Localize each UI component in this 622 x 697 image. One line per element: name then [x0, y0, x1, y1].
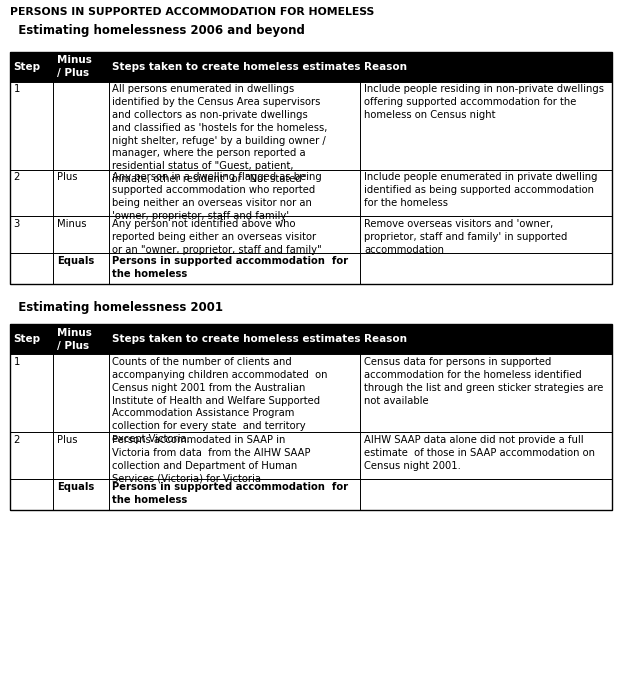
Bar	[10, 217, 612, 253]
Text: Census data for persons in supported
accommodation for the homeless identified
t: Census data for persons in supported acc…	[364, 357, 603, 406]
Text: Include people enumerated in private dwelling
identified as being supported acco: Include people enumerated in private dwe…	[364, 172, 598, 208]
Text: Equals: Equals	[57, 482, 95, 492]
Text: Steps taken to create homeless estimates: Steps taken to create homeless estimates	[113, 335, 361, 344]
Text: Minus
/ Plus: Minus / Plus	[57, 328, 92, 351]
Text: 2: 2	[14, 172, 20, 183]
Text: All persons enumerated in dwellings
identified by the Census Area supervisors
an: All persons enumerated in dwellings iden…	[113, 84, 328, 184]
Text: Plus: Plus	[57, 435, 78, 445]
Text: Persons in supported accommodation  for
the homeless: Persons in supported accommodation for t…	[113, 482, 348, 505]
Text: Minus: Minus	[57, 220, 86, 229]
Text: Remove overseas visitors and 'owner,
proprietor, staff and family' in supported
: Remove overseas visitors and 'owner, pro…	[364, 220, 567, 255]
Bar	[10, 52, 612, 284]
Text: Estimating homelessness 2006 and beyond: Estimating homelessness 2006 and beyond	[10, 24, 305, 37]
Text: Equals: Equals	[57, 256, 95, 266]
Bar	[10, 324, 612, 510]
Text: Reason: Reason	[364, 335, 407, 344]
Text: 2: 2	[14, 435, 20, 445]
Bar	[10, 432, 612, 479]
Text: Step: Step	[14, 61, 41, 72]
Bar	[10, 354, 612, 432]
Text: Minus
/ Plus: Minus / Plus	[57, 55, 92, 78]
Bar	[10, 479, 612, 510]
Text: PERSONS IN SUPPORTED ACCOMMODATION FOR HOMELESS: PERSONS IN SUPPORTED ACCOMMODATION FOR H…	[10, 7, 374, 17]
Text: Counts of the number of clients and
accompanying children accommodated  on
Censu: Counts of the number of clients and acco…	[113, 357, 328, 444]
Text: 1: 1	[14, 84, 20, 94]
Bar	[10, 253, 612, 284]
Text: AIHW SAAP data alone did not provide a full
estimate  of those in SAAP accommoda: AIHW SAAP data alone did not provide a f…	[364, 435, 595, 470]
Text: 1: 1	[14, 357, 20, 367]
Text: Persons accommodated in SAAP in
Victoria from data  from the AIHW SAAP
collectio: Persons accommodated in SAAP in Victoria…	[113, 435, 311, 483]
Text: Plus: Plus	[57, 172, 78, 183]
Text: Steps taken to create homeless estimates: Steps taken to create homeless estimates	[113, 61, 361, 72]
Text: 3: 3	[14, 220, 20, 229]
Text: Include people residing in non-private dwellings
offering supported accommodatio: Include people residing in non-private d…	[364, 84, 604, 120]
Text: Any person not identified above who
reported being either an overseas visitor
or: Any person not identified above who repo…	[113, 220, 322, 255]
Text: Any person in a dwelling flagged as being
supported accommodation who reported
b: Any person in a dwelling flagged as bein…	[113, 172, 322, 221]
Text: Reason: Reason	[364, 61, 407, 72]
Text: Estimating homelessness 2001: Estimating homelessness 2001	[10, 301, 223, 314]
Bar	[10, 52, 612, 82]
Bar	[10, 169, 612, 217]
Bar	[10, 82, 612, 169]
Bar	[10, 324, 612, 354]
Text: Persons in supported accommodation  for
the homeless: Persons in supported accommodation for t…	[113, 256, 348, 279]
Text: Step: Step	[14, 335, 41, 344]
